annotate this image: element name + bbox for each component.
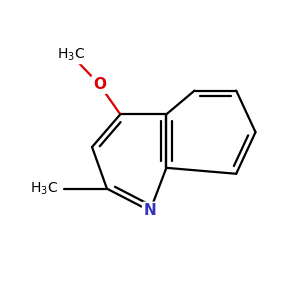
Text: O: O — [93, 77, 106, 92]
Text: H$_3$C: H$_3$C — [30, 180, 58, 197]
Text: N: N — [144, 203, 156, 218]
Text: H$_3$C: H$_3$C — [57, 47, 85, 63]
